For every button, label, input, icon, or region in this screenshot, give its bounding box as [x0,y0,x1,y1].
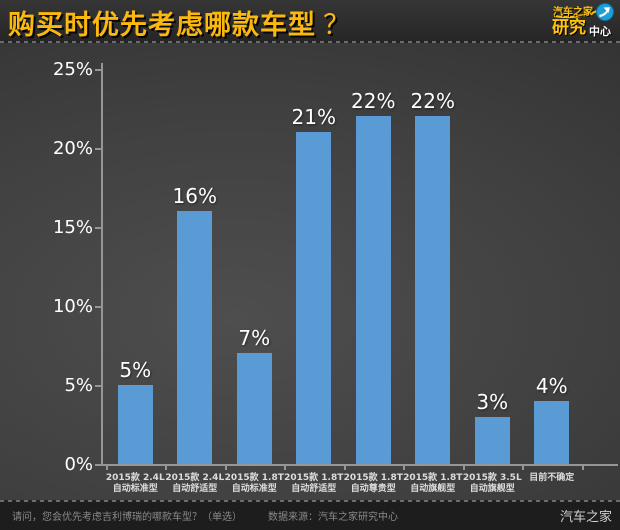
x-category-label-line: 2015款 1.8T [403,473,463,483]
y-axis-tick-label: 20% [52,138,93,159]
x-axis-tick [105,466,108,470]
page-title: 购买时优先考虑哪款车型？ [8,3,351,42]
bar-value-label: 3% [476,389,509,414]
logo-brand-text: 汽车之家 [553,7,593,18]
autohome-research-logo: 汽车之家 研究 中心 [551,3,615,39]
logo-line2-main: 研究 [552,18,586,38]
y-axis-tick [95,227,101,229]
y-axis-line [101,63,103,466]
x-category-label-line: 2015款 2.4L [105,473,165,483]
bar [236,353,272,464]
x-category-label: 2015款 1.8T 自动舒适型 [281,473,347,495]
header: 购买时优先考虑哪款车型？ 汽车之家 研究 中心 [0,0,620,41]
bar [474,416,510,464]
x-category-label-line: 自动尊贵型 [350,484,396,494]
bar-value-label: 22% [410,89,455,114]
y-axis-tick-label: 0% [64,454,93,475]
x-category-label-line: 自动舒适型 [172,484,218,494]
x-category-label-line: 2015款 2.4L [165,473,225,483]
bar-value-label: 21% [291,105,336,130]
page-title-text: 购买时优先考虑哪款车型 [8,10,316,41]
y-axis-tick [95,69,101,71]
logo-arrow-swoosh-icon [553,3,614,21]
bar-value-label: 16% [172,184,217,209]
x-category-label: 2015款 2.4L 自动舒适型 [162,473,228,495]
y-axis-tick [95,385,101,387]
footer-dashed-divider [0,500,620,502]
bar-value-label: 5% [119,358,152,382]
y-axis-tick-label: 25% [52,59,93,80]
x-axis-tick [343,466,346,470]
x-category-label-line: 自动标准型 [231,484,277,494]
x-axis-tick [462,466,465,470]
survey-question: 请问，您会优先考虑吉利博瑞的哪款车型？（单选） [12,512,242,523]
bar [534,400,570,464]
bar-value-label: 7% [238,326,271,351]
watermark: 汽车之家 [559,510,612,525]
x-category-label-line: 目前不确定 [529,473,575,483]
bar-value-label: 22% [351,89,396,114]
x-axis-tick [284,466,286,470]
bar [177,211,213,464]
y-axis-tick-label: 5% [64,375,93,396]
x-category-label-line: 自动旗舰型 [469,484,515,494]
bar [355,116,391,464]
x-category-label: 2015款 1.8T 自动旗舰型 [400,473,466,495]
footer: 请问，您会优先考虑吉利博瑞的哪款车型？（单选） 数据来源：汽车之家研究中心 汽车… [0,502,620,530]
x-axis-tick [522,466,524,470]
bar-value-label: 4% [535,373,568,398]
x-category-label: 目前不确定 [519,473,585,484]
x-category-label: 2015款 1.8T 自动尊贵型 [340,473,406,495]
x-axis-tick [581,466,584,470]
x-category-label: 2015款 2.4L 自动标准型 [102,473,168,495]
x-category-label-line: 自动旗舰型 [410,484,456,494]
x-axis-tick [224,466,227,470]
x-axis-tick [165,466,167,470]
x-category-label-line: 自动舒适型 [291,484,337,494]
y-axis-tick [95,148,101,150]
header-dashed-divider [0,41,620,43]
y-axis-tick [95,306,101,308]
x-category-label-line: 2015款 1.8T [284,473,344,483]
y-axis-tick-label: 15% [52,217,93,238]
x-category-label: 2015款 1.8T 自动标准型 [221,473,287,495]
x-category-label-line: 2015款 1.8T [343,473,403,483]
page-title-question-mark: ？ [323,10,351,41]
y-axis-tick [95,464,101,466]
logo-line2-sub: 中心 [589,25,611,38]
bar [117,385,153,464]
x-category-label-line: 自动标准型 [112,484,158,494]
x-axis-line [101,464,618,466]
x-category-label: 2015款 3.5L 自动旗舰型 [459,473,525,495]
x-category-label-line: 2015款 3.5L [462,473,522,483]
y-axis-tick-label: 10% [52,296,93,317]
data-source: 数据来源：汽车之家研究中心 [268,512,398,523]
bar [415,116,451,464]
x-category-label-line: 2015款 1.8T [224,473,284,483]
x-axis-tick [403,466,405,470]
bar [296,132,332,464]
